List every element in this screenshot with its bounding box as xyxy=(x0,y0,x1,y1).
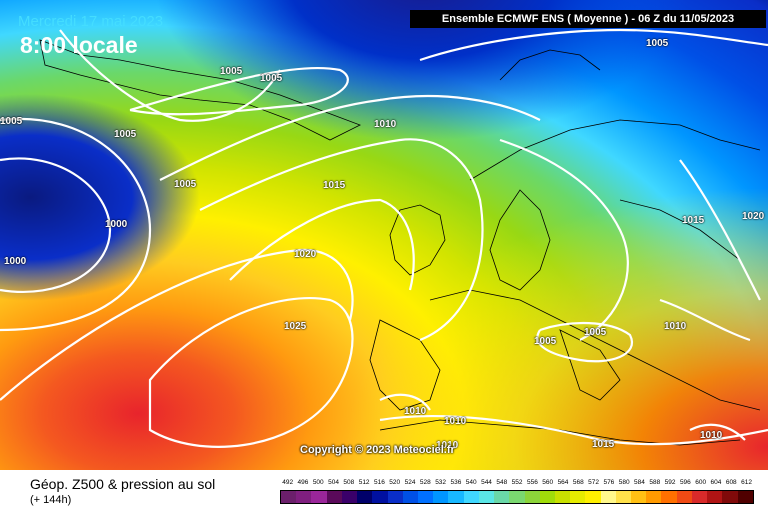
isobar-label: 1010 xyxy=(700,430,723,441)
isobar-label: 1020 xyxy=(294,249,317,260)
scale-color-swatch xyxy=(524,491,540,503)
scale-color-swatch xyxy=(463,491,479,503)
scale-color-swatch xyxy=(570,491,586,503)
scale-value-label: 500 xyxy=(312,479,324,486)
scale-value-label: 588 xyxy=(649,479,661,486)
scale-value-label: 604 xyxy=(710,479,722,486)
scale-color-swatch xyxy=(311,491,327,503)
scale-color-swatch xyxy=(433,491,449,503)
scale-color-swatch xyxy=(691,491,708,503)
scale-value-label: 508 xyxy=(343,479,355,486)
scale-value-label: 544 xyxy=(481,479,492,486)
scale-color-swatch xyxy=(402,491,418,503)
scale-color-swatch xyxy=(326,491,342,503)
scale-value-label: 536 xyxy=(450,479,462,486)
isobar-label: 1010 xyxy=(444,416,467,427)
scale-value-label: 512 xyxy=(358,479,370,486)
scale-value-label: 492 xyxy=(282,479,294,486)
isobar-label: 1010 xyxy=(436,440,459,451)
isobar-label: 1000 xyxy=(105,219,128,230)
scale-value-label: 564 xyxy=(557,479,569,486)
isobar-label: 1005 xyxy=(114,129,137,140)
scale-color-swatch xyxy=(646,491,662,503)
scale-value-label: 556 xyxy=(526,479,538,486)
scale-value-label: 504 xyxy=(328,479,339,486)
scale-color-swatch xyxy=(494,491,510,503)
scale-color-swatch xyxy=(600,491,616,503)
parameter-title: Géop. Z500 & pression au sol xyxy=(30,476,216,492)
isobar-label: 1005 xyxy=(646,38,669,49)
isobar-label: 1005 xyxy=(534,336,557,347)
color-scale-labels: 492 496 500 504 508 512 516 520 524 528 532 536 540 5… xyxy=(280,479,754,489)
scale-color-swatch xyxy=(722,491,738,503)
copyright-notice: Copyright © 2023 Meteociel.fr xyxy=(300,444,455,456)
isobar-label: 1005 xyxy=(0,116,23,127)
isobar-label: 1025 xyxy=(284,321,307,332)
west-low-field xyxy=(0,0,768,470)
scale-value-label: 540 xyxy=(465,479,477,486)
scale-color-swatch xyxy=(372,491,388,503)
scale-color-swatch xyxy=(615,491,632,503)
scale-color-swatch xyxy=(341,491,358,503)
scale-value-label: 560 xyxy=(542,479,554,486)
scale-value-label: 496 xyxy=(297,479,309,486)
isobar-label: 1005 xyxy=(584,327,607,338)
scale-color-swatch xyxy=(417,491,434,503)
scale-color-swatch xyxy=(737,491,753,503)
isobar-label: 1015 xyxy=(323,180,346,191)
scale-value-label: 552 xyxy=(511,479,523,486)
scale-color-swatch xyxy=(296,491,312,503)
isobar-label: 1010 xyxy=(404,406,427,417)
scale-value-label: 584 xyxy=(634,479,645,486)
scale-color-swatch xyxy=(357,491,373,503)
color-scale-bar xyxy=(280,490,754,504)
scale-value-label: 596 xyxy=(679,479,691,486)
scale-color-swatch xyxy=(661,491,677,503)
scale-color-swatch xyxy=(707,491,723,503)
isobar-label: 1005 xyxy=(220,66,243,77)
scale-value-label: 568 xyxy=(572,479,584,486)
isobars xyxy=(0,28,768,448)
scale-value-label: 572 xyxy=(588,479,600,486)
forecast-date: Mercredi 17 mai 2023 xyxy=(18,13,164,30)
scale-color-swatch xyxy=(387,491,403,503)
scale-value-label: 580 xyxy=(618,479,630,486)
isobar-label: 1010 xyxy=(664,321,687,332)
isobar-label: 1015 xyxy=(682,215,705,226)
scale-value-label: 524 xyxy=(404,479,416,486)
isobar-label: 1020 xyxy=(742,211,765,222)
scale-value-label: 520 xyxy=(389,479,401,486)
scale-value-label: 548 xyxy=(496,479,508,486)
scale-color-swatch xyxy=(631,491,647,503)
map-panel: Mercredi 17 mai 2023 8:00 locale Ensembl… xyxy=(0,0,768,470)
scale-value-label: 600 xyxy=(695,479,707,486)
isobar-label: 1010 xyxy=(374,119,397,130)
z500-field-map xyxy=(0,0,768,470)
scale-value-label: 516 xyxy=(374,479,385,486)
scale-value-label: 576 xyxy=(603,479,615,486)
isobar-label: 1005 xyxy=(260,73,283,84)
scale-color-swatch xyxy=(676,491,692,503)
scale-color-swatch xyxy=(478,491,495,503)
scale-color-swatch xyxy=(554,491,571,503)
forecast-time: 8:00 locale xyxy=(20,32,138,58)
run-info-header: Ensemble ECMWF ENS ( Moyenne ) - 06 Z du… xyxy=(410,10,766,28)
scale-color-swatch xyxy=(448,491,464,503)
scale-color-swatch xyxy=(509,491,525,503)
isobar-label: 1000 xyxy=(4,256,27,267)
scale-color-swatch xyxy=(281,491,297,503)
isobar-label: 1005 xyxy=(174,179,197,190)
isobar-label: 1015 xyxy=(592,439,615,450)
parameter-subtitle: (+ 144h) xyxy=(30,494,72,506)
scale-value-label: 592 xyxy=(664,479,676,486)
scale-color-swatch xyxy=(539,491,555,503)
scale-value-label: 528 xyxy=(419,479,431,486)
scale-color-swatch xyxy=(585,491,601,503)
scale-value-label: 612 xyxy=(741,479,752,486)
scale-value-label: 608 xyxy=(725,479,737,486)
scale-value-label: 532 xyxy=(435,479,447,486)
